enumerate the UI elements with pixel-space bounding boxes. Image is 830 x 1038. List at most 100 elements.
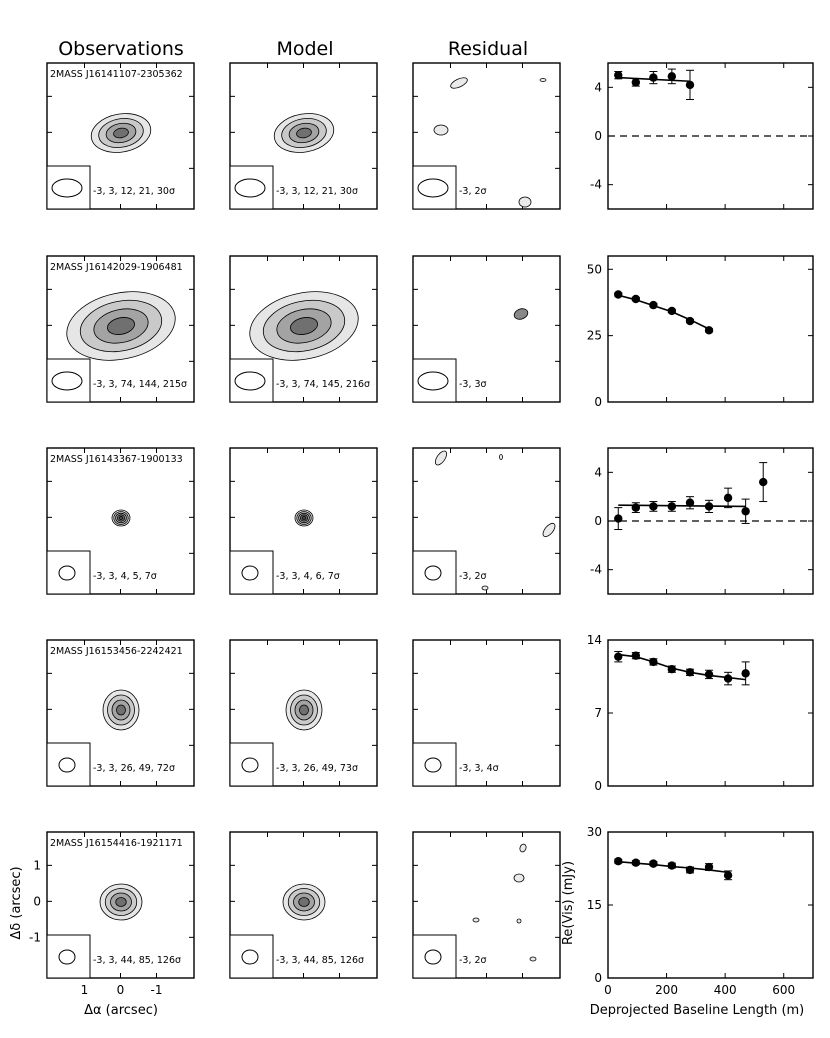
model-panel: -3, 3, 44, 85, 126σ	[229, 831, 378, 979]
beam-inset	[229, 165, 274, 210]
y-tick-label: -4	[590, 563, 602, 577]
header-residual: Residual	[448, 38, 528, 60]
beam-ellipse	[424, 757, 442, 773]
visibility-plot: 4 0 -4	[590, 62, 814, 210]
beam-ellipse	[58, 565, 76, 581]
image-y-tick-label: -1	[29, 930, 41, 944]
y-tick-label: 4	[594, 465, 602, 479]
y-tick-label: 50	[587, 262, 602, 276]
residual-contour	[472, 917, 480, 923]
contour-levels: -3, 2σ	[459, 571, 487, 582]
data-point	[723, 493, 733, 503]
data-point	[649, 502, 658, 511]
data-point	[614, 857, 623, 866]
model-panel: -3, 3, 12, 21, 30σ	[229, 62, 378, 210]
y-tick-label: 7	[594, 706, 602, 720]
beam-ellipse	[241, 949, 259, 965]
contour-levels: -3, 3, 4, 5, 7σ	[93, 571, 157, 582]
beam-inset	[412, 358, 457, 403]
data-point	[685, 498, 695, 507]
x-tick-label: 400	[714, 983, 737, 997]
data-point	[649, 300, 658, 310]
data-point	[649, 859, 658, 868]
beam-ellipse	[234, 178, 266, 198]
y-tick-label: 0	[594, 129, 602, 143]
source-name: 2MASS J16153456-2242421	[50, 646, 183, 657]
data-point	[614, 290, 623, 299]
residual-contour	[450, 77, 468, 89]
data-point	[704, 502, 714, 511]
source-name: 2MASS J16141107-2305362	[50, 69, 183, 80]
data-point	[685, 865, 695, 875]
residual-contour	[516, 918, 522, 924]
visibility-plot: 50 25 0	[587, 255, 814, 409]
source-contour	[296, 127, 312, 139]
beam-inset	[412, 934, 457, 979]
beam-ellipse	[51, 371, 83, 391]
image-y-tick-label: 1	[33, 858, 41, 872]
y-tick-label: 0	[594, 971, 602, 985]
data-point	[631, 503, 641, 512]
data-point	[723, 871, 733, 880]
data-point	[685, 316, 695, 326]
image-ylabel: Δδ (arcsec)	[9, 866, 24, 939]
observation-panel: 2MASS J16143367-1900133 -3, 3, 4, 5, 7σ	[46, 447, 195, 595]
beam-inset	[46, 742, 91, 787]
source-contour	[301, 516, 307, 521]
model-panel: -3, 3, 26, 49, 73σ	[229, 639, 378, 787]
row-group: 2MASS J16142029-1906481 -3, 3, 74, 144, 2…	[46, 255, 814, 409]
observation-panel: 2MASS J16153456-2242421 -3, 3, 26, 49, 72…	[46, 639, 195, 787]
beam-ellipse	[234, 371, 266, 391]
residual-contour	[518, 196, 532, 208]
image-xlabel: Δα (arcsec)	[84, 1003, 158, 1018]
contour-levels: -3, 2σ	[459, 955, 487, 966]
beam-inset	[229, 934, 274, 979]
contour-levels: -3, 3, 12, 21, 30σ	[276, 186, 358, 197]
y-tick-label: 30	[587, 825, 602, 839]
beam-ellipse	[241, 565, 259, 581]
source-contour	[115, 897, 127, 907]
y-tick-label: 0	[594, 779, 602, 793]
contour-levels: -3, 3, 12, 21, 30σ	[93, 186, 175, 197]
beam-inset	[412, 742, 457, 787]
y-tick-label: -4	[590, 178, 602, 192]
data-point	[741, 669, 750, 678]
residual-panel: -3, 2σ	[412, 62, 561, 210]
contour-levels: -3, 3, 44, 85, 126σ	[276, 955, 364, 966]
data-point	[759, 477, 768, 487]
row-group: 2MASS J16143367-1900133 -3, 3, 4, 5, 7σ -3…	[46, 447, 814, 595]
beam-ellipse	[417, 178, 449, 198]
source-contour	[298, 897, 310, 907]
vis-frame	[607, 831, 814, 979]
row-group: 2MASS J16153456-2242421 -3, 3, 26, 49, 72…	[46, 633, 814, 793]
source-contour	[116, 704, 126, 716]
data-point	[631, 858, 641, 867]
vis-ylabel: Re(Vis) (mJy)	[561, 861, 576, 945]
data-point	[667, 306, 677, 316]
beam-inset	[46, 165, 91, 210]
row-group: 2MASS J16141107-2305362 -3, 3, 12, 21, 30…	[46, 62, 814, 210]
data-point	[667, 502, 677, 511]
beam-ellipse	[51, 178, 83, 198]
beam-ellipse	[424, 565, 442, 581]
source-contour	[113, 127, 129, 139]
visibility-plot: 4 0 -4	[590, 447, 814, 595]
data-point	[704, 326, 714, 335]
observation-panel: 2MASS J16141107-2305362 -3, 3, 12, 21, 30…	[46, 62, 195, 210]
contour-levels: -3, 3, 26, 49, 72σ	[93, 763, 175, 774]
residual-contour	[542, 522, 556, 538]
residual-contour	[539, 78, 547, 82]
source-name: 2MASS J16154416-1921171	[50, 838, 183, 849]
observation-panel: 2MASS J16154416-1921171 -3, 3, 44, 85, 12…	[46, 831, 195, 979]
contour-levels: -3, 3, 74, 145, 216σ	[276, 379, 370, 390]
source-name: 2MASS J16143367-1900133	[50, 454, 183, 465]
row-group: 2MASS J16154416-1921171 -3, 3, 44, 85, 12…	[29, 825, 814, 997]
contour-levels: -3, 2σ	[459, 186, 487, 197]
beam-inset	[229, 550, 274, 595]
model-line	[618, 504, 746, 508]
beam-ellipse	[58, 949, 76, 965]
beam-inset	[229, 742, 274, 787]
beam-inset	[412, 165, 457, 210]
data-point	[614, 514, 623, 523]
contour-levels: -3, 3, 74, 144, 215σ	[93, 379, 187, 390]
